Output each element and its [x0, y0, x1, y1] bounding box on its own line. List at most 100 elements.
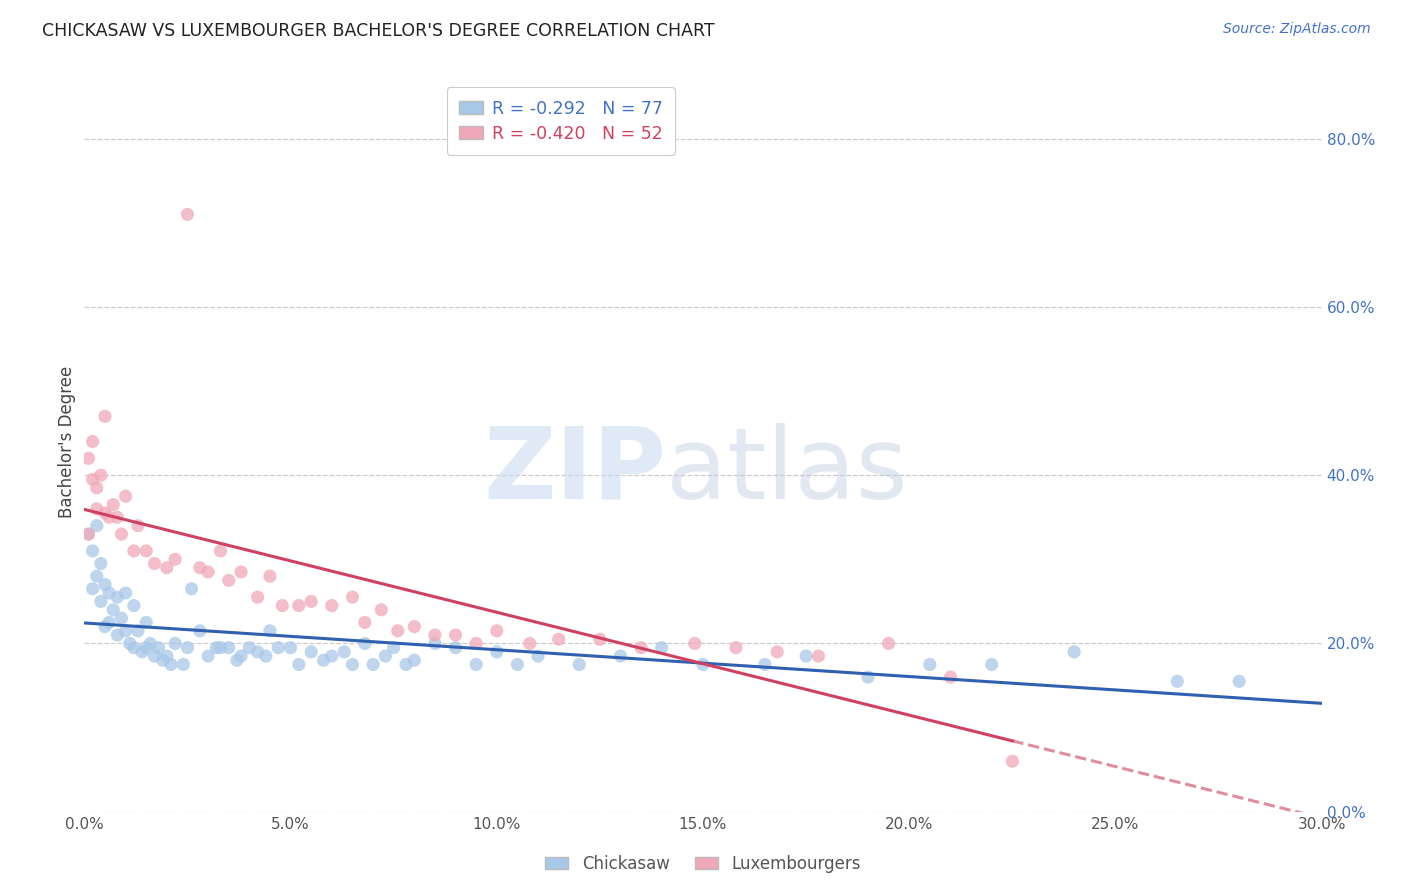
Point [321, 599, 343, 613]
Point [547, 632, 569, 647]
Point [288, 657, 311, 672]
Point [122, 640, 145, 655]
Point [105, 510, 128, 524]
Point [395, 657, 418, 672]
Point [77, 527, 100, 541]
Point [506, 657, 529, 672]
Point [353, 636, 375, 650]
Point [135, 615, 157, 630]
Point [105, 590, 128, 604]
Point [82, 472, 104, 486]
Point [110, 527, 132, 541]
Point [103, 603, 125, 617]
Point [188, 624, 211, 638]
Point [353, 615, 375, 630]
Point [374, 649, 396, 664]
Point [692, 657, 714, 672]
Point [321, 649, 343, 664]
Point [205, 640, 228, 655]
Point [114, 624, 136, 638]
Legend: R = -0.292   N = 77, R = -0.420   N = 52: R = -0.292 N = 77, R = -0.420 N = 52 [447, 87, 675, 154]
Point [156, 560, 179, 574]
Point [82, 434, 104, 449]
Point [382, 640, 405, 655]
Point [77, 451, 100, 466]
Point [90, 594, 112, 608]
Point [90, 557, 112, 571]
Point [404, 653, 426, 667]
Point [980, 657, 1002, 672]
Point [165, 636, 187, 650]
Point [465, 657, 488, 672]
Text: CHICKASAW VS LUXEMBOURGER BACHELOR'S DEGREE CORRELATION CHART: CHICKASAW VS LUXEMBOURGER BACHELOR'S DEG… [42, 22, 714, 40]
Point [259, 624, 281, 638]
Point [609, 649, 631, 664]
Point [156, 649, 179, 664]
Point [98, 615, 121, 630]
Point [299, 645, 322, 659]
Text: atlas: atlas [666, 423, 907, 520]
Point [1166, 674, 1188, 689]
Point [683, 636, 706, 650]
Point [267, 640, 290, 655]
Point [105, 628, 128, 642]
Point [139, 636, 162, 650]
Point [122, 599, 145, 613]
Point [197, 649, 219, 664]
Point [807, 649, 830, 664]
Legend: Chickasaw, Luxembourgers: Chickasaw, Luxembourgers [538, 848, 868, 880]
Point [77, 527, 100, 541]
Point [90, 468, 112, 483]
Point [86, 518, 108, 533]
Point [918, 657, 941, 672]
Point [103, 498, 125, 512]
Point [176, 640, 198, 655]
Point [209, 640, 232, 655]
Point [246, 590, 269, 604]
Point [423, 636, 446, 650]
Point [229, 649, 252, 664]
Point [188, 560, 211, 574]
Point [127, 624, 149, 638]
Point [143, 649, 166, 664]
Point [197, 565, 219, 579]
Point [94, 619, 117, 633]
Point [218, 574, 240, 588]
Point [218, 640, 240, 655]
Point [110, 611, 132, 625]
Point [630, 640, 652, 655]
Point [299, 594, 322, 608]
Point [485, 645, 508, 659]
Text: Source: ZipAtlas.com: Source: ZipAtlas.com [1223, 22, 1371, 37]
Point [259, 569, 281, 583]
Point [1063, 645, 1085, 659]
Point [465, 636, 488, 650]
Point [135, 544, 157, 558]
Point [94, 506, 117, 520]
Point [246, 645, 269, 659]
Point [209, 544, 232, 558]
Point [519, 636, 541, 650]
Point [165, 552, 187, 566]
Point [98, 510, 121, 524]
Point [568, 657, 591, 672]
Point [877, 636, 900, 650]
Point [131, 645, 153, 659]
Point [589, 632, 612, 647]
Point [94, 409, 117, 424]
Point [404, 619, 426, 633]
Point [172, 657, 194, 672]
Point [342, 590, 364, 604]
Point [143, 557, 166, 571]
Point [1227, 674, 1250, 689]
Point [766, 645, 789, 659]
Point [238, 640, 260, 655]
Point [114, 489, 136, 503]
Point [86, 481, 108, 495]
Point [1001, 754, 1024, 768]
Point [423, 628, 446, 642]
Point [333, 645, 356, 659]
Point [271, 599, 294, 613]
Point [387, 624, 409, 638]
Text: ZIP: ZIP [484, 423, 666, 520]
